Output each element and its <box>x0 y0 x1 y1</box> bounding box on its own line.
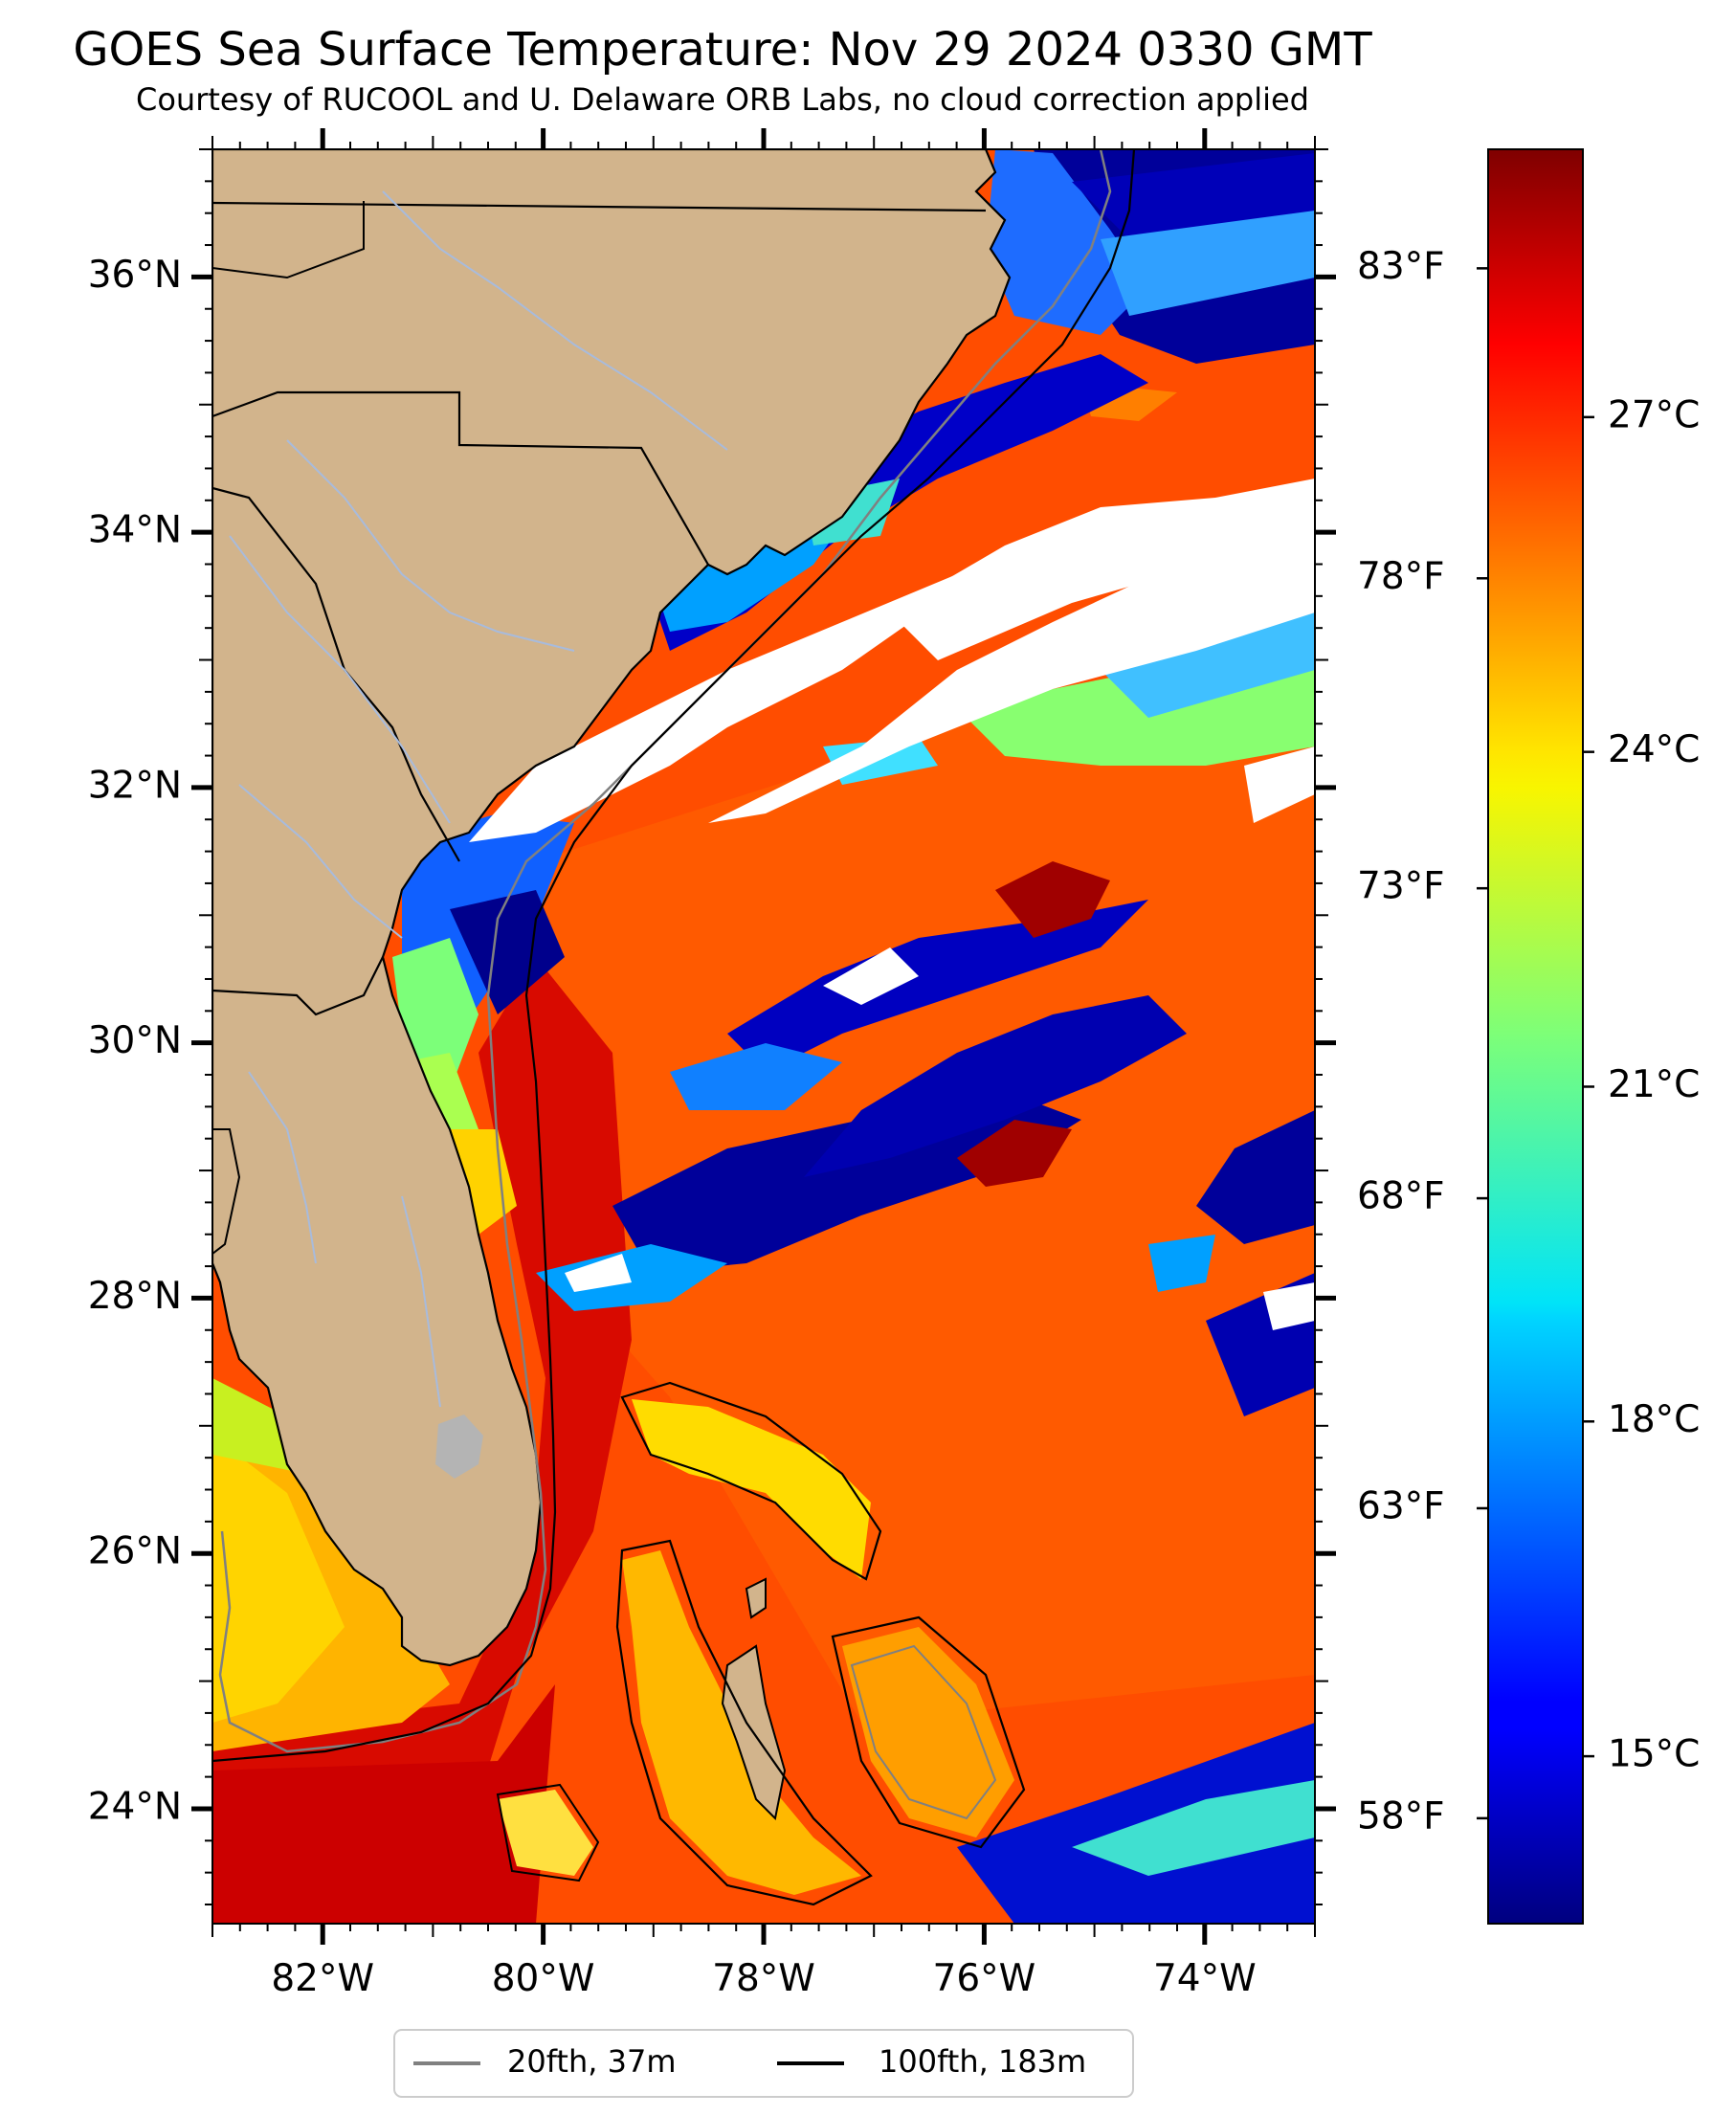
colorbar-ticks <box>1477 267 1594 1820</box>
cloud-band-3 <box>890 479 1315 660</box>
celsius-labels: 27°C 24°C 21°C 18°C 15°C <box>1608 393 1700 1775</box>
lat-tick-label: 34°N <box>88 509 182 552</box>
offshore-cold-band-south <box>612 1091 1081 1273</box>
cool-water-cape-hatteras <box>986 149 1148 335</box>
offshore-cold-band <box>804 995 1187 1177</box>
little-bahama-bank <box>632 1399 871 1579</box>
longitude-labels: 82°W 80°W 78°W 76°W 74°W <box>271 1957 1256 2000</box>
cool-band-north <box>1101 211 1315 316</box>
land-us-east <box>212 149 1012 1667</box>
gulf-stream <box>212 957 632 1809</box>
celsius-tick-label: 15°C <box>1608 1733 1700 1776</box>
lake-okeechobee <box>435 1414 483 1479</box>
lon-tick-label: 78°W <box>712 1957 815 2000</box>
land-panhandle-edge <box>212 1128 241 1256</box>
fahrenheit-tick-label: 78°F <box>1357 555 1445 598</box>
cool-band-southeast <box>1072 1780 1315 1876</box>
fahrenheit-tick-label: 68°F <box>1357 1175 1445 1218</box>
lat-tick-label: 24°N <box>88 1785 182 1828</box>
state-border-tn <box>212 201 365 279</box>
map-title: GOES Sea Surface Temperature: Nov 29 202… <box>73 23 1372 77</box>
legend: 20fth, 37m 100fth, 183m <box>393 2029 1134 2098</box>
cloud-band-2 <box>708 517 1315 823</box>
contour-little-bahama-bank <box>620 1381 882 1581</box>
fahrenheit-tick-label: 63°F <box>1357 1484 1445 1527</box>
land-bahamas-cay <box>745 1577 767 1619</box>
state-border-va-nc <box>212 201 987 212</box>
contour-exuma-bank <box>831 1615 1026 1849</box>
map-subtitle: Courtesy of RUCOOL and U. Delaware ORB L… <box>136 81 1309 118</box>
colorbar <box>1487 148 1584 1925</box>
great-bahama-bank <box>622 1550 861 1895</box>
offshore-cool-patch <box>536 1244 727 1311</box>
lat-tick-label: 26°N <box>88 1530 182 1573</box>
rivers <box>229 190 728 1408</box>
cloud-band-1 <box>469 574 957 842</box>
cloud-patch-1 <box>823 947 919 1005</box>
contour-100fth <box>212 149 1136 1763</box>
sst-map <box>212 149 1315 1924</box>
legend-label-20fth: 20fth, 37m <box>507 2043 676 2080</box>
lon-tick-label: 74°W <box>1153 1957 1257 2000</box>
fahrenheit-tick-label: 58°F <box>1357 1794 1445 1838</box>
lon-tick-label: 82°W <box>271 1957 374 2000</box>
fahrenheit-tick-label: 83°F <box>1357 245 1445 288</box>
lat-tick-label: 30°N <box>88 1019 182 1062</box>
contour-cay-sal <box>496 1783 600 1882</box>
map-axis-ticks <box>191 128 1336 1945</box>
celsius-tick-label: 24°C <box>1608 728 1700 771</box>
contour-exuma-bank-20fth <box>850 1644 997 1820</box>
lon-tick-label: 80°W <box>492 1957 595 2000</box>
offshore-blue-edge <box>1101 613 1315 718</box>
lat-tick-label: 28°N <box>88 1275 182 1318</box>
cay-sal-bank <box>498 1790 593 1876</box>
florida-shelf-yellow <box>450 1129 517 1235</box>
celsius-tick-label: 27°C <box>1608 393 1700 436</box>
lat-tick-label: 32°N <box>88 764 182 807</box>
offshore-cold-band-2 <box>727 900 1148 1072</box>
fahrenheit-tick-label: 73°F <box>1357 865 1445 908</box>
florida-straits-water <box>212 1684 555 1924</box>
state-border-fl-ga <box>212 956 384 1016</box>
offshore-cold-east <box>1196 1110 1315 1244</box>
warm-eddy-core-2 <box>957 1120 1072 1187</box>
contour-great-bahama-bank <box>615 1539 873 1906</box>
cloud-patch-2 <box>565 1254 632 1292</box>
latitude-labels: 36°N 34°N 32°N 30°N 28°N 26°N 24°N <box>88 254 182 1829</box>
celsius-tick-label: 18°C <box>1608 1398 1700 1441</box>
offshore-cool-band <box>670 1043 842 1110</box>
lon-tick-label: 76°W <box>933 1957 1036 2000</box>
cold-water-southeast <box>957 1723 1315 1924</box>
gulf-shelf-water <box>212 1436 345 1723</box>
fahrenheit-labels: 83°F 78°F 73°F 68°F 63°F 58°F <box>1357 245 1445 1838</box>
legend-box <box>393 2029 1134 2098</box>
offshore-cool-east <box>1148 1235 1215 1292</box>
state-border-nc-sc <box>212 390 709 566</box>
cloud-patch-4 <box>1263 1282 1315 1330</box>
legend-label-100fth: 100fth, 183m <box>879 2043 1086 2080</box>
cloud-patch-east <box>1244 746 1315 823</box>
warm-eddy-core <box>995 861 1110 938</box>
celsius-tick-label: 21°C <box>1608 1063 1700 1106</box>
lat-tick-label: 36°N <box>88 254 182 297</box>
exuma-bank <box>842 1627 1014 1838</box>
